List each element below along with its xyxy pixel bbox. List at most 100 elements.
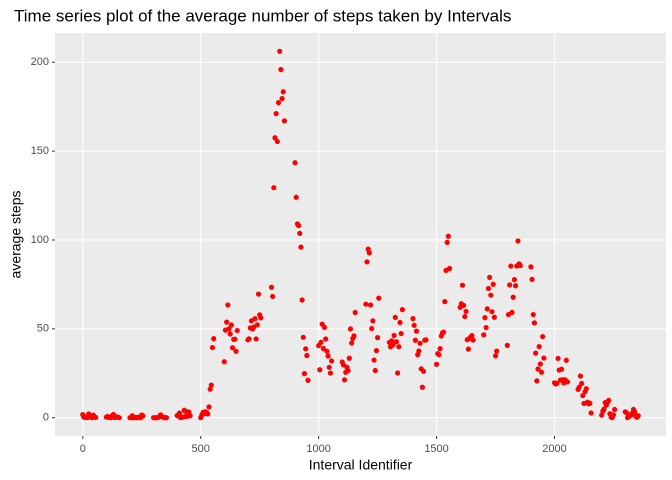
point: [492, 353, 499, 359]
point: [433, 361, 440, 367]
point: [470, 337, 476, 343]
point: [535, 366, 541, 372]
point: [253, 336, 259, 342]
point: [601, 406, 607, 412]
point: [254, 322, 260, 328]
point: [554, 380, 560, 386]
point: [280, 89, 286, 95]
point: [528, 264, 534, 270]
point: [376, 295, 382, 301]
point: [511, 277, 517, 283]
point: [341, 377, 348, 383]
point: [469, 332, 475, 339]
point: [488, 292, 494, 298]
point: [583, 386, 589, 392]
point: [531, 320, 538, 326]
point: [207, 386, 213, 392]
point: [416, 348, 422, 354]
point: [632, 409, 638, 415]
point: [273, 110, 279, 117]
point: [396, 344, 402, 350]
points: [80, 48, 641, 421]
point: [351, 333, 357, 339]
point: [445, 233, 451, 239]
point: [482, 315, 488, 321]
point: [363, 301, 369, 307]
point: [420, 368, 427, 374]
point: [297, 230, 303, 236]
y-tick-label: 50: [37, 323, 49, 335]
point: [587, 400, 593, 406]
point: [370, 318, 376, 324]
y-tick-label: 150: [31, 145, 49, 157]
point: [606, 397, 612, 403]
point: [563, 357, 569, 363]
point: [371, 357, 377, 363]
point: [410, 316, 416, 322]
point: [258, 315, 264, 321]
point: [326, 364, 332, 370]
point: [507, 282, 513, 288]
point: [301, 371, 308, 377]
point: [484, 306, 490, 312]
point: [419, 384, 426, 390]
point: [517, 262, 523, 269]
point: [211, 336, 217, 342]
point: [227, 331, 233, 337]
point: [305, 377, 311, 383]
point: [347, 326, 354, 332]
x-tick-label: 500: [192, 443, 210, 455]
point: [274, 138, 280, 145]
point: [318, 339, 324, 345]
point: [367, 302, 374, 308]
point: [533, 350, 539, 356]
point: [320, 345, 326, 352]
point: [412, 337, 418, 343]
point: [292, 160, 298, 166]
point: [462, 313, 468, 320]
point: [246, 336, 252, 342]
point: [232, 336, 238, 342]
point: [206, 404, 212, 410]
x-tick-label: 2000: [542, 443, 566, 455]
point: [423, 337, 429, 343]
point: [485, 285, 492, 292]
y-tick-label: 100: [31, 234, 49, 246]
point: [411, 322, 417, 328]
point: [224, 319, 230, 325]
point: [209, 344, 216, 351]
point: [610, 412, 617, 418]
point: [140, 413, 146, 419]
point: [390, 342, 396, 348]
point: [558, 366, 565, 372]
point: [116, 415, 122, 421]
point: [504, 342, 510, 348]
point: [176, 410, 183, 416]
point: [444, 239, 450, 245]
point: [490, 281, 496, 287]
point: [441, 329, 447, 335]
x-tick-label: 0: [80, 443, 86, 455]
point: [228, 322, 234, 328]
point: [298, 244, 304, 250]
point: [329, 358, 335, 364]
point: [369, 325, 375, 332]
point: [372, 367, 378, 374]
point: [515, 238, 521, 244]
point: [483, 324, 489, 331]
point: [352, 309, 358, 316]
point: [465, 346, 472, 352]
point: [491, 314, 497, 320]
point: [417, 340, 423, 346]
point: [536, 343, 542, 350]
point: [233, 348, 239, 354]
point: [295, 222, 302, 229]
point: [463, 308, 469, 315]
point: [275, 100, 282, 106]
point: [225, 302, 231, 308]
point: [327, 370, 334, 376]
point: [487, 274, 493, 281]
point: [612, 406, 618, 413]
point: [580, 392, 586, 399]
point: [461, 302, 467, 309]
